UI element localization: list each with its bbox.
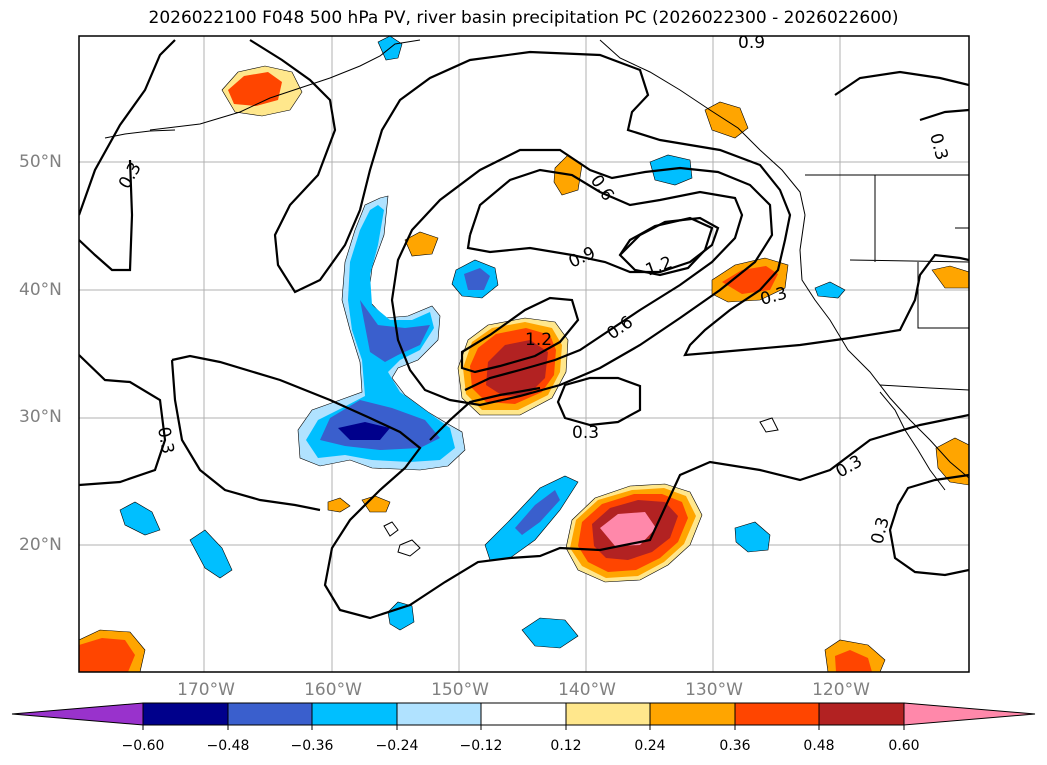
blue-region-central-min — [338, 422, 390, 440]
contour-0.3-main — [79, 39, 969, 487]
red-region-10n-w-core — [79, 638, 135, 672]
coast-aleutians — [104, 129, 176, 139]
colorbar-bin-8 — [734, 702, 820, 726]
pv-contours — [79, 39, 969, 620]
blue-region-12n — [521, 617, 579, 649]
blue-region-central-core — [320, 300, 440, 450]
contour-labels: 0.3 0.6 0.9 1.2 1.2 0.6 0.9 0.3 0.3 0.3 … — [115, 33, 951, 546]
contour-label-0.9-north: 0.9 — [738, 33, 765, 53]
blue-region-36n-core — [464, 268, 490, 290]
coast-west-us — [799, 214, 969, 479]
border-us-mexico — [879, 384, 969, 391]
red-region-46n — [404, 231, 439, 257]
coast-panhandle — [599, 39, 806, 216]
colorbar-label-036: 0.36 — [719, 738, 751, 754]
contour-0.3-ne — [834, 70, 969, 122]
red-region-56n-core — [228, 72, 282, 106]
blue-region-20n-e — [734, 521, 771, 553]
contour-label-0.3-nw: 0.3 — [115, 159, 146, 192]
mexico-island — [759, 417, 779, 433]
coast-alaska — [149, 39, 421, 131]
colorbar — [11, 702, 1036, 730]
colorbar-label-n036: −0.36 — [290, 738, 334, 754]
contour-0.6 — [390, 148, 774, 407]
lon-label-170w: 170°W — [177, 680, 235, 700]
red-region-26n-e — [935, 437, 969, 486]
map-frame — [78, 35, 970, 673]
contour-label-0.6-south: 0.6 — [603, 312, 637, 344]
colorbar-bin-9 — [818, 702, 905, 726]
contour-1.2-east — [618, 216, 714, 277]
colorbar-label-024: 0.24 — [634, 738, 666, 754]
red-region-20n-max — [600, 512, 656, 546]
contour-1.2-west — [460, 296, 580, 374]
lat-label-40n: 40°N — [19, 280, 62, 300]
colorbar-label-n012: −0.12 — [459, 738, 503, 754]
contour-0.3-south — [170, 354, 969, 620]
colorbar-label-n060: −0.60 — [121, 738, 165, 754]
positive-anomalies — [79, 65, 969, 672]
contour-label-0.9: 0.9 — [566, 243, 599, 273]
colorbar-bin-6 — [565, 702, 651, 726]
colorbar-ticks — [142, 725, 905, 730]
map-title: 2026022100 F048 500 hPa PV, river basin … — [148, 8, 899, 28]
colorbar-label-012: 0.12 — [550, 738, 582, 754]
blue-region-18n — [189, 529, 233, 579]
red-region-10n-e-core — [835, 650, 872, 672]
contour-label-1.2-east: 1.2 — [643, 253, 675, 281]
border-states — [849, 175, 969, 329]
contour-0.3-small-loop — [556, 376, 642, 427]
negative-anomalies — [119, 36, 846, 649]
contour-label-0.3-southeast: 0.3 — [833, 451, 866, 482]
colorbar-label-060: 0.60 — [888, 738, 920, 754]
coastlines — [104, 39, 969, 557]
map-area: 0.3 0.6 0.9 1.2 1.2 0.6 0.9 0.3 0.3 0.3 … — [79, 33, 969, 672]
contour-0.3-west-loop — [79, 39, 176, 272]
contour-0.9-outer — [464, 168, 744, 391]
contour-label-0.3-west: 0.3 — [153, 425, 177, 455]
blue-region-20n-w — [119, 501, 161, 536]
lon-label-160w: 160°W — [304, 680, 362, 700]
colorbar-bin-3 — [311, 702, 398, 726]
colorbar-bin-4 — [396, 702, 482, 726]
lon-label-120w: 120°W — [812, 680, 870, 700]
colorbar-extend-max — [903, 702, 1036, 726]
red-region-54n — [704, 101, 749, 139]
lat-label-50n: 50°N — [19, 152, 62, 172]
colorbar-bin-5 — [480, 702, 567, 726]
red-region-22n-b — [327, 497, 351, 513]
colorbar-extend-min — [11, 702, 144, 726]
lon-label-150w: 150°W — [431, 680, 489, 700]
red-region-45n-coast — [931, 265, 969, 289]
contour-label-0.6-north: 0.6 — [586, 171, 618, 205]
contour-0.9-inner — [466, 216, 720, 274]
contour-label-0.3-east-south: 0.3 — [868, 515, 894, 546]
lon-label-130w: 130°W — [685, 680, 743, 700]
colorbar-label-048: 0.48 — [803, 738, 835, 754]
contour-label-0.3-ne: 0.3 — [925, 131, 951, 162]
contour-0.3-southeast — [429, 386, 541, 441]
lat-label-30n: 30°N — [19, 407, 62, 427]
colorbar-label-n024: −0.24 — [375, 738, 419, 754]
contour-label-0.3-center: 0.3 — [572, 423, 599, 443]
coast-baja — [879, 391, 946, 491]
contour-label-1.2-west: 1.2 — [525, 330, 552, 350]
colorbar-bin-1 — [142, 702, 229, 726]
colorbar-label-n048: −0.48 — [206, 738, 250, 754]
hawaii-islands — [383, 521, 421, 557]
colorbar-bin-2 — [227, 702, 313, 726]
blue-region-24n-core — [515, 490, 560, 535]
colorbar-bin-7 — [649, 702, 736, 726]
lon-label-140w: 140°W — [558, 680, 616, 700]
blue-region-14n — [387, 601, 415, 631]
red-region-33n-core — [486, 340, 548, 396]
blue-region-39n-coast — [814, 281, 846, 299]
contour-0.3-east — [888, 473, 969, 577]
lat-label-20n: 20°N — [19, 535, 62, 555]
